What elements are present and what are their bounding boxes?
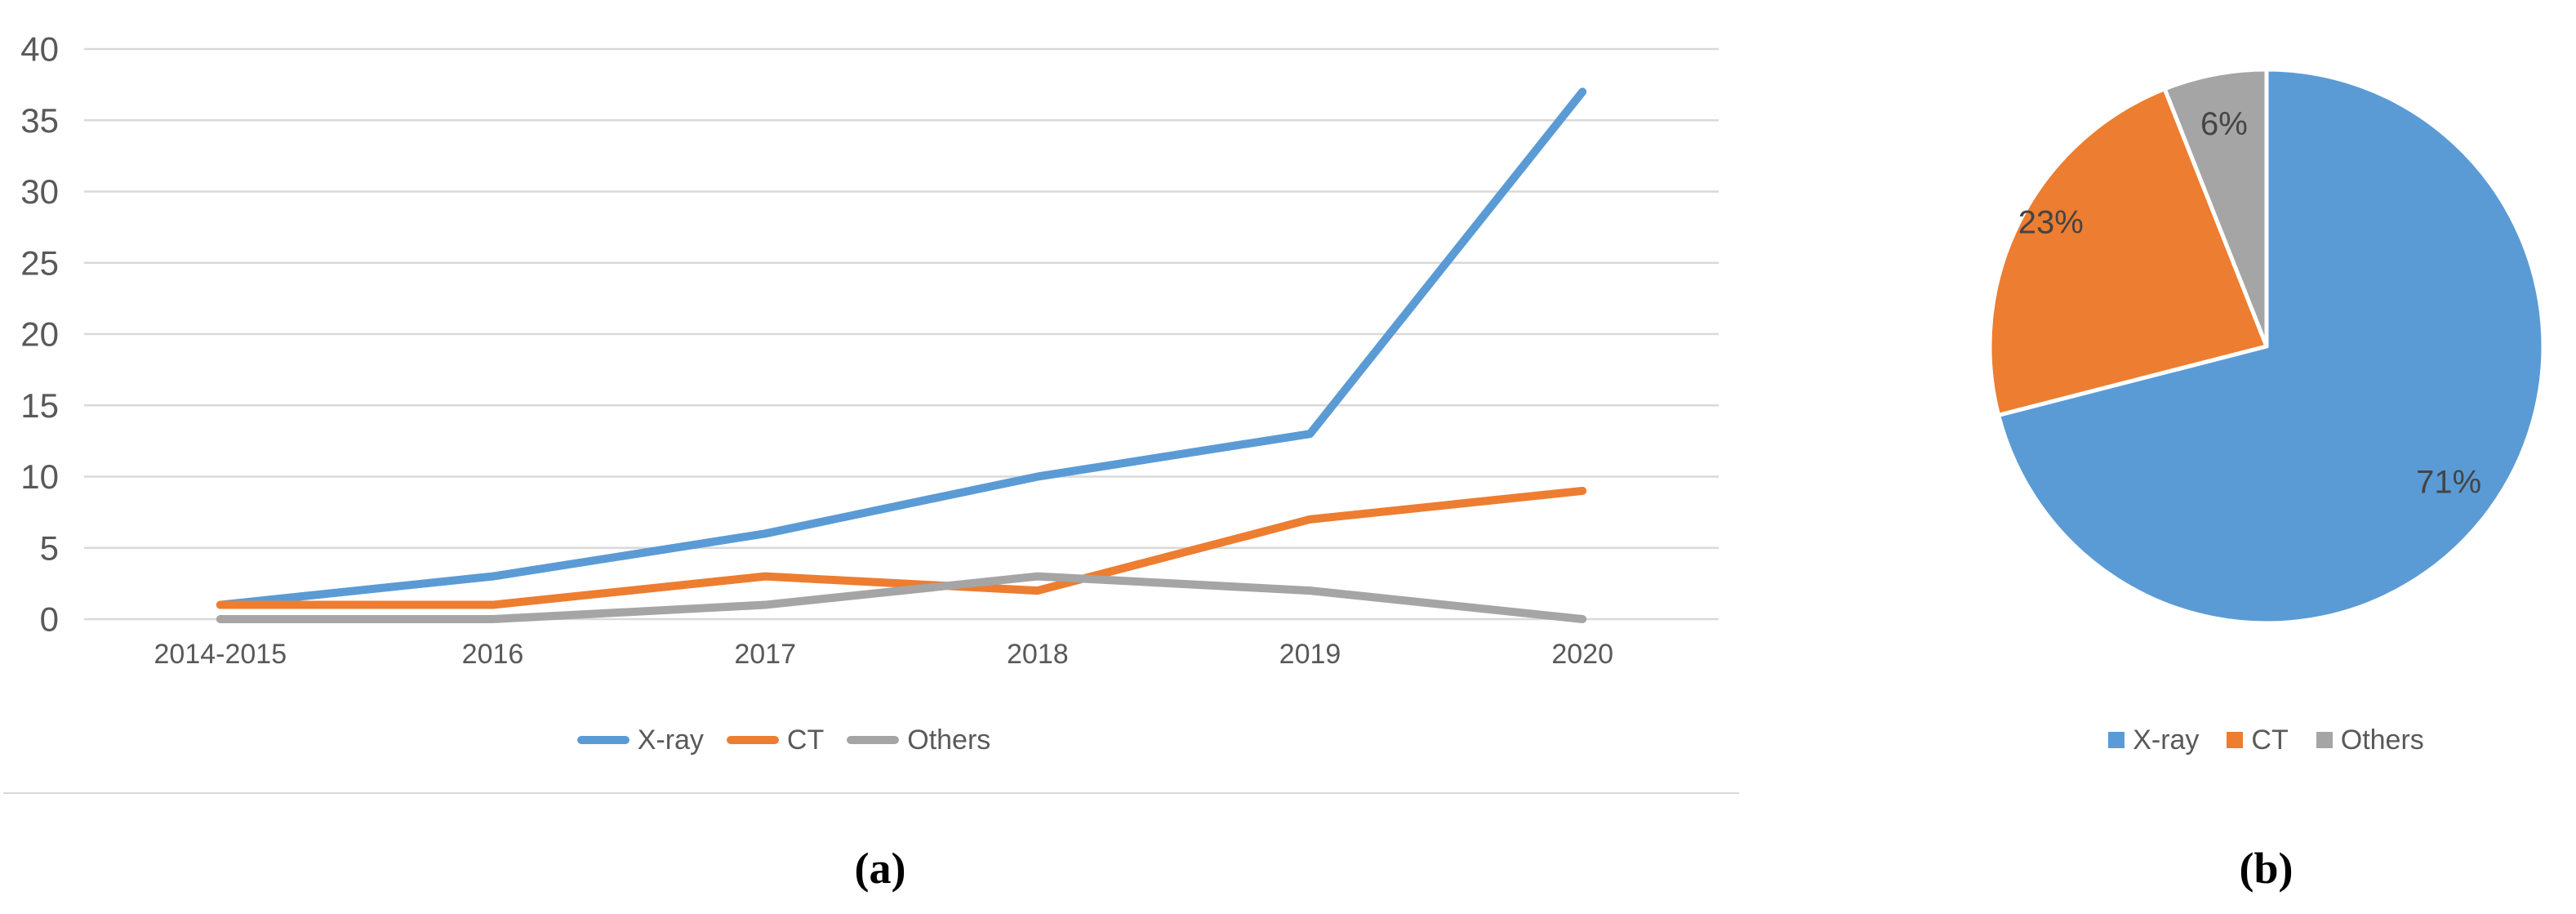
x-axis-label: 2014-2015 (154, 639, 287, 670)
others-square-swatch (2316, 732, 2333, 748)
line-chart-legend: X-ray CT Others (0, 722, 1739, 758)
pie-legend-label-others: Others (2340, 725, 2424, 756)
series-line-others (216, 572, 1587, 623)
pie-slice-x-ray (1996, 67, 2546, 626)
legend-item-ct: CT (726, 725, 825, 756)
line-chart: 0 5 10 15 20 25 30 35 40 2014-2015 2016 2017 2018 201… (20, 30, 1719, 670)
y-tick-label: 20 (20, 315, 59, 354)
y-tick-label: 35 (20, 101, 59, 140)
xray-line-swatch (576, 736, 630, 744)
line-chart-panel: 0 5 10 15 20 25 30 35 40 2014-2015 2016 2017 2018 201… (0, 30, 1739, 794)
xray-square-swatch (2108, 732, 2125, 748)
pie-legend-item-others: Others (2316, 726, 2424, 754)
pie-slice-ct (1987, 87, 2269, 417)
pie-value-label-x-ray: 71% (2416, 465, 2481, 501)
pie-chart: 71% 23% 6% (1987, 67, 2546, 626)
pie-legend-item-ct: CT (2227, 725, 2289, 756)
pie-slice-others (2162, 67, 2269, 349)
others-line-swatch (847, 736, 900, 744)
caption-a: (a) (854, 844, 906, 893)
y-tick-label: 0 (40, 600, 59, 639)
chart-bottom-border (3, 792, 1739, 794)
series-line-ct (216, 486, 1587, 609)
x-axis-label: 2019 (1279, 639, 1341, 670)
series-line-x-ray (216, 87, 1587, 609)
legend-item-others: Others (847, 726, 990, 754)
ct-square-swatch (2227, 732, 2244, 748)
x-axis-label: 2018 (1007, 639, 1069, 670)
pie-legend-label-xray: X-ray (2133, 725, 2200, 756)
pie-value-label-others: 6% (2200, 106, 2248, 142)
pie-legend-item-xray: X-ray (2108, 726, 2199, 754)
pie-value-label-ct: 23% (2018, 204, 2084, 240)
y-tick-label: 30 (20, 172, 59, 211)
legend-label-ct: CT (786, 725, 825, 756)
ct-line-swatch (726, 736, 779, 744)
legend-item-xray: X-ray (576, 725, 704, 756)
x-axis-label: 2017 (734, 639, 796, 670)
y-tick-label: 15 (20, 386, 59, 425)
y-tick-label: 40 (20, 30, 59, 69)
pie-chart-panel: 71% 23% 6% X-ray CT Others (1876, 0, 2576, 796)
legend-label-xray: X-ray (637, 725, 704, 756)
y-tick-label: 25 (20, 243, 59, 282)
pie-legend-label-ct: CT (2251, 725, 2289, 756)
y-tick-label: 10 (20, 457, 59, 496)
x-axis-label: 2016 (462, 639, 524, 670)
x-axis-label: 2020 (1551, 639, 1613, 670)
y-tick-label: 5 (40, 528, 59, 567)
caption-b: (b) (2239, 844, 2293, 893)
legend-label-others: Others (907, 725, 991, 756)
pie-chart-legend: X-ray CT Others (1876, 722, 2576, 758)
